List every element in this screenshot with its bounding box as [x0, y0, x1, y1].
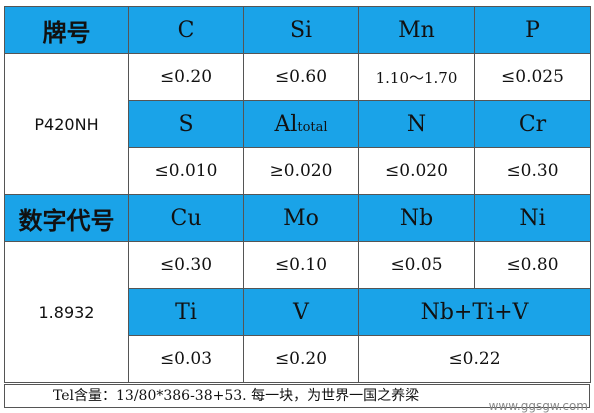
col-v: V: [243, 288, 359, 336]
value-s: ≤0.010: [128, 147, 244, 195]
value-p: ≤0.025: [474, 53, 591, 101]
value-row-3: 1.8932 ≤0.30 ≤0.10 ≤0.05 ≤0.80: [4, 241, 591, 383]
col-ti: Ti: [128, 288, 244, 336]
value-row-4: ≤0.03 ≤0.20 ≤0.22: [5, 335, 591, 383]
col-mn: Mn: [358, 6, 475, 54]
header-row-4: Ti V Nb+Ti+V: [5, 288, 591, 336]
col-cu: Cu: [128, 194, 244, 242]
col-nb: Nb: [358, 194, 475, 242]
value-al: ≥0.020: [243, 147, 359, 195]
al-main: Al: [274, 111, 298, 137]
composition-table: 牌号 C Si Mn P P420NH ≤0.20 ≤0.60 1.10～1.7…: [4, 6, 591, 383]
value-nb: ≤0.05: [358, 241, 475, 289]
col-al-total: Altotal: [243, 100, 359, 148]
col-c: C: [128, 6, 244, 54]
header-row-2: S Altotal N Cr: [5, 100, 591, 148]
col-si: Si: [243, 6, 359, 54]
value-mo: ≤0.10: [243, 241, 359, 289]
col-s: S: [128, 100, 244, 148]
header-row-1: 牌号 C Si Mn P: [4, 6, 591, 54]
value-row-2: ≤0.010 ≥0.020 ≤0.020 ≤0.30: [5, 147, 591, 195]
value-n: ≤0.020: [358, 147, 475, 195]
grade-value: P420NH: [4, 53, 129, 195]
col-nb-ti-v: Nb+Ti+V: [358, 288, 591, 336]
value-si: ≤0.60: [243, 53, 359, 101]
value-row-1: P420NH ≤0.20 ≤0.60 1.10～1.70 ≤0.025: [4, 53, 591, 195]
col-ni: Ni: [474, 194, 591, 242]
col-cr: Cr: [474, 100, 591, 148]
value-v: ≤0.20: [243, 335, 359, 383]
grade-header: 牌号: [4, 6, 129, 54]
col-p: P: [474, 6, 591, 54]
col-n: N: [358, 100, 475, 148]
footer-note: Tel含量：13/80*386-38+53. 每一块，为世界一国之养梁: [4, 384, 590, 408]
value-ti: ≤0.03: [128, 335, 244, 383]
number-code-value: 1.8932: [4, 241, 129, 383]
header-row-3: 数字代号 Cu Mo Nb Ni: [4, 194, 591, 242]
col-mo: Mo: [243, 194, 359, 242]
al-sub: total: [297, 119, 328, 135]
value-cu: ≤0.30: [128, 241, 244, 289]
watermark: www.ggsgw.com: [488, 399, 588, 413]
value-cr: ≤0.30: [474, 147, 591, 195]
value-ni: ≤0.80: [474, 241, 591, 289]
number-code-header: 数字代号: [4, 194, 129, 242]
value-mn: 1.10～1.70: [358, 53, 475, 101]
value-nb-ti-v: ≤0.22: [358, 335, 591, 383]
value-c: ≤0.20: [128, 53, 244, 101]
